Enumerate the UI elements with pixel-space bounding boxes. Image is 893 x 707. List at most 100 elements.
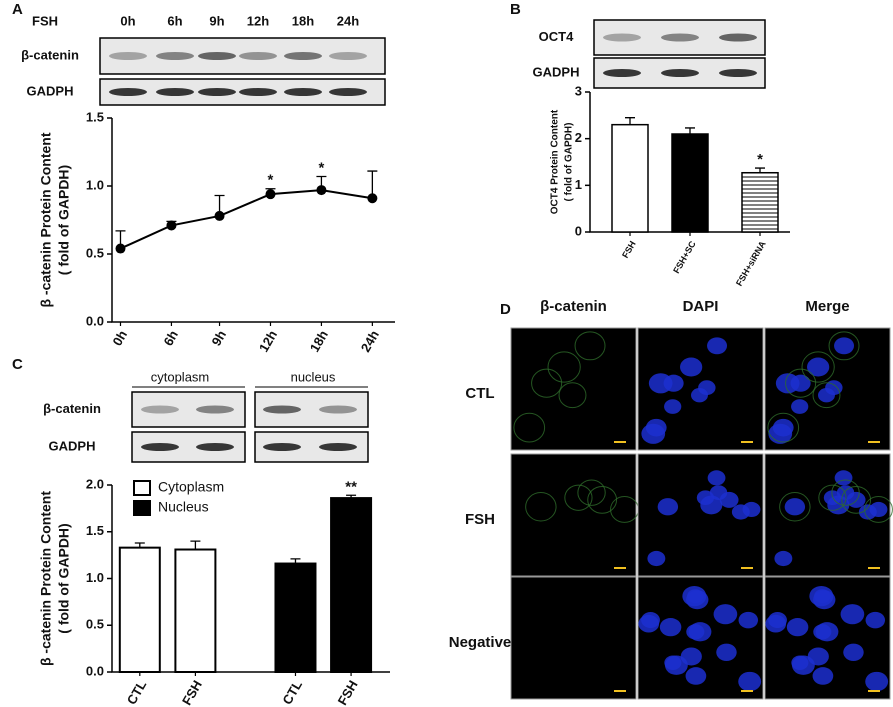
nucleus: [641, 423, 666, 444]
significance: *: [268, 172, 274, 189]
nucleus: [834, 470, 853, 486]
x-tick-label: FSH+SC: [671, 239, 698, 275]
blot-band: [603, 33, 641, 42]
nucleus: [825, 380, 843, 396]
membrane: [574, 331, 606, 361]
blot-lane-label: 0h: [120, 13, 135, 28]
blot-row-label: β-catenin: [43, 401, 101, 416]
blot-band: [661, 33, 699, 42]
blot-band: [263, 443, 301, 451]
nucleus: [775, 373, 800, 394]
nucleus: [843, 643, 864, 661]
y-tick-label: 1.0: [86, 570, 104, 585]
x-tick-label: FSH: [620, 239, 638, 260]
y-tick-label: 1.5: [86, 109, 104, 124]
blot-frame: [99, 37, 386, 75]
y-tick-label: 0.0: [86, 313, 104, 328]
blot-band: [719, 69, 757, 77]
blot-band: [661, 69, 699, 77]
panel-letter: D: [500, 301, 511, 318]
point: [265, 189, 276, 200]
blot-row-label: OCT4: [539, 29, 574, 44]
blot-band: [284, 88, 322, 96]
nucleus: [784, 498, 806, 516]
blot-column-label: cytoplasm: [151, 369, 210, 384]
nucleus: [686, 624, 705, 640]
nucleus: [659, 618, 682, 637]
micrograph: [510, 453, 637, 577]
nucleus: [840, 604, 865, 625]
y-tick-label: 1.0: [86, 177, 104, 192]
image-row-label: FSH: [465, 511, 495, 528]
significance: *: [757, 151, 763, 168]
membrane: [779, 492, 811, 522]
membrane: [812, 382, 841, 409]
nucleus: [813, 590, 836, 610]
panel-letter: C: [12, 356, 23, 373]
blot-band: [196, 443, 234, 451]
legend-swatch: [133, 500, 151, 516]
y-axis-label: OCT4 Protein Content: [550, 109, 561, 214]
nucleus: [858, 504, 877, 520]
nucleus: [680, 357, 703, 377]
blot-band: [329, 52, 367, 60]
y-tick-label: 0.5: [86, 617, 104, 632]
micrograph: [510, 327, 637, 451]
bar: [118, 546, 161, 674]
blot-lane-label: 24h: [337, 13, 359, 28]
blot-band: [196, 405, 234, 414]
nucleus: [865, 671, 889, 692]
blot-column-label: nucleus: [291, 369, 336, 384]
membrane: [818, 484, 847, 511]
x-tick-label: 12h: [256, 328, 280, 355]
blot-band: [603, 69, 641, 77]
x-tick-label: 9h: [209, 328, 230, 349]
nucleus: [648, 373, 673, 394]
membrane: [831, 479, 860, 506]
y-tick-label: 1: [575, 177, 582, 192]
nucleus: [707, 337, 728, 355]
y-tick-label: 2.0: [86, 476, 104, 491]
nucleus: [647, 550, 666, 567]
bar: [274, 562, 317, 673]
nucleus: [638, 614, 660, 633]
blot-band: [719, 33, 757, 42]
blot-header: FSH: [32, 13, 58, 28]
legend-label: Nucleus: [158, 499, 209, 515]
nucleus: [686, 590, 709, 610]
x-tick-label: CTL: [279, 678, 305, 707]
nucleus: [664, 655, 688, 675]
blot-band: [284, 52, 322, 60]
blot-band: [239, 52, 277, 60]
nucleus: [791, 399, 809, 414]
axes: [111, 118, 395, 323]
x-tick-label: FSH: [335, 678, 361, 707]
blot-band: [141, 405, 179, 414]
blot-lane-label: 9h: [209, 13, 224, 28]
membrane: [577, 479, 606, 506]
nucleus: [791, 655, 815, 675]
blot-row-label: GADPH: [27, 83, 74, 98]
nucleus: [719, 491, 739, 508]
blot-lane-label: 18h: [292, 13, 314, 28]
image-column-label: DAPI: [683, 298, 719, 315]
membrane: [564, 484, 593, 511]
y-axis-label: β -catenin Protein Content: [38, 132, 54, 307]
y-tick-label: 3: [575, 83, 582, 98]
nucleus: [664, 399, 682, 414]
bar: [611, 123, 649, 233]
membrane: [785, 368, 817, 398]
x-tick-label: 18h: [307, 328, 331, 355]
x-tick-label: 24h: [358, 328, 382, 355]
panel-letter: B: [510, 1, 521, 18]
significance: *: [318, 159, 324, 176]
x-tick-label: FSH: [179, 678, 205, 707]
point: [367, 193, 378, 204]
bar: [741, 171, 779, 233]
blot-row-label: GADPH: [49, 438, 96, 453]
membrane: [864, 496, 893, 523]
y-axis-label: β -catenin Protein Content: [38, 491, 54, 666]
nucleus: [827, 495, 850, 515]
nucleus: [774, 550, 793, 567]
